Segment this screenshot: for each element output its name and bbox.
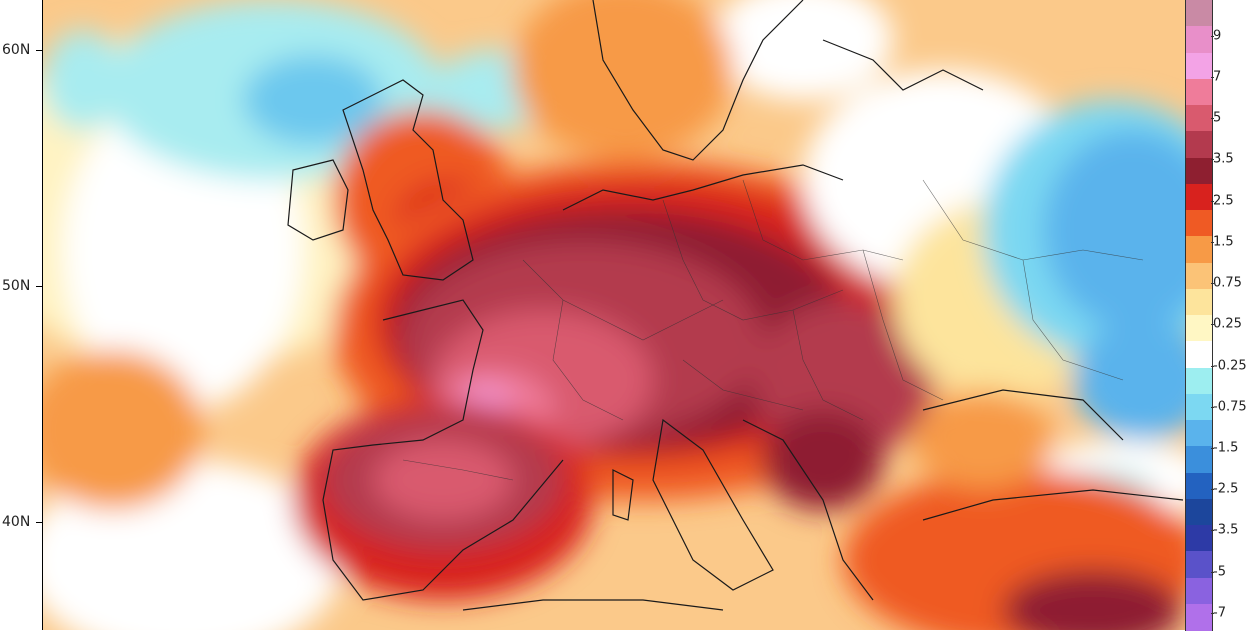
lat-label-50n: 50N xyxy=(2,278,31,294)
legend-tick xyxy=(1211,201,1214,202)
legend-swatch xyxy=(1185,288,1213,316)
legend-tick xyxy=(1211,118,1214,119)
anomaly-map xyxy=(43,0,1186,630)
legend-label: -0.75 xyxy=(1213,399,1247,415)
lat-label-40n: 40N xyxy=(2,514,31,530)
legend-swatch xyxy=(1185,26,1213,53)
lat-tick-40n xyxy=(36,522,42,523)
legend-swatch xyxy=(1185,105,1213,132)
legend-tick xyxy=(1211,489,1214,490)
legend-label: 2.5 xyxy=(1213,193,1234,209)
lat-tick-60n xyxy=(36,50,42,51)
legend-tick xyxy=(1211,530,1214,531)
lat-label-60n: 60N xyxy=(2,42,31,58)
legend-tick xyxy=(1211,448,1214,449)
legend-label: -1.5 xyxy=(1213,440,1239,456)
legend-swatch xyxy=(1185,52,1213,80)
legend-label: -7 xyxy=(1213,605,1226,621)
legend-swatch xyxy=(1185,183,1213,211)
legend-label: 3.5 xyxy=(1213,151,1234,167)
borders xyxy=(402,179,1144,481)
legend-swatch xyxy=(1185,131,1213,158)
legend-swatch xyxy=(1185,603,1213,631)
legend-tick xyxy=(1211,572,1214,573)
legend-swatch xyxy=(1185,420,1213,447)
legend-swatch xyxy=(1185,446,1213,473)
legend-label: -3.5 xyxy=(1213,522,1239,538)
legend-tick xyxy=(1211,324,1214,325)
legend-swatch xyxy=(1185,525,1213,552)
legend-swatch xyxy=(1185,262,1213,290)
legend-tick xyxy=(1211,366,1214,367)
legend-label: -2.5 xyxy=(1213,481,1239,497)
legend-swatch xyxy=(1185,0,1213,27)
legend-swatch xyxy=(1185,315,1213,342)
color-legend: 9 7 5 3.5 2.5 1.5 0.75 0.25 -0.25 -0.75 -1.5 -2.5 -3… xyxy=(1185,0,1250,631)
legend-label: 5 xyxy=(1213,110,1222,126)
legend-label: -0.25 xyxy=(1213,358,1247,374)
coastlines xyxy=(287,0,1184,611)
legend-swatch xyxy=(1185,551,1213,578)
legend-swatch xyxy=(1185,498,1213,526)
legend-tick xyxy=(1211,242,1214,243)
legend-tick xyxy=(1211,36,1214,37)
legend-label: 9 xyxy=(1213,28,1222,44)
legend-swatch xyxy=(1185,341,1213,368)
legend-tick xyxy=(1211,407,1214,408)
anomaly-field xyxy=(43,0,1186,630)
legend-tick xyxy=(1211,159,1214,160)
legend-swatch xyxy=(1185,210,1213,237)
lat-tick-50n xyxy=(36,286,42,287)
legend-tick xyxy=(1211,613,1214,614)
legend-label: 0.75 xyxy=(1213,275,1242,291)
legend-swatch xyxy=(1185,236,1213,263)
legend-tick xyxy=(1211,283,1214,284)
legend-swatch xyxy=(1185,472,1213,500)
legend-label: -5 xyxy=(1213,564,1226,580)
legend-label: 1.5 xyxy=(1213,234,1234,250)
legend-tick xyxy=(1211,77,1214,78)
legend-swatch xyxy=(1185,78,1213,106)
legend-swatch xyxy=(1185,393,1213,421)
map-panel xyxy=(42,0,1186,630)
legend-label: 0.25 xyxy=(1213,316,1242,332)
legend-swatch xyxy=(1185,367,1213,395)
legend-swatch xyxy=(1185,157,1213,185)
legend-label: 7 xyxy=(1213,69,1222,85)
legend-swatch xyxy=(1185,577,1213,605)
